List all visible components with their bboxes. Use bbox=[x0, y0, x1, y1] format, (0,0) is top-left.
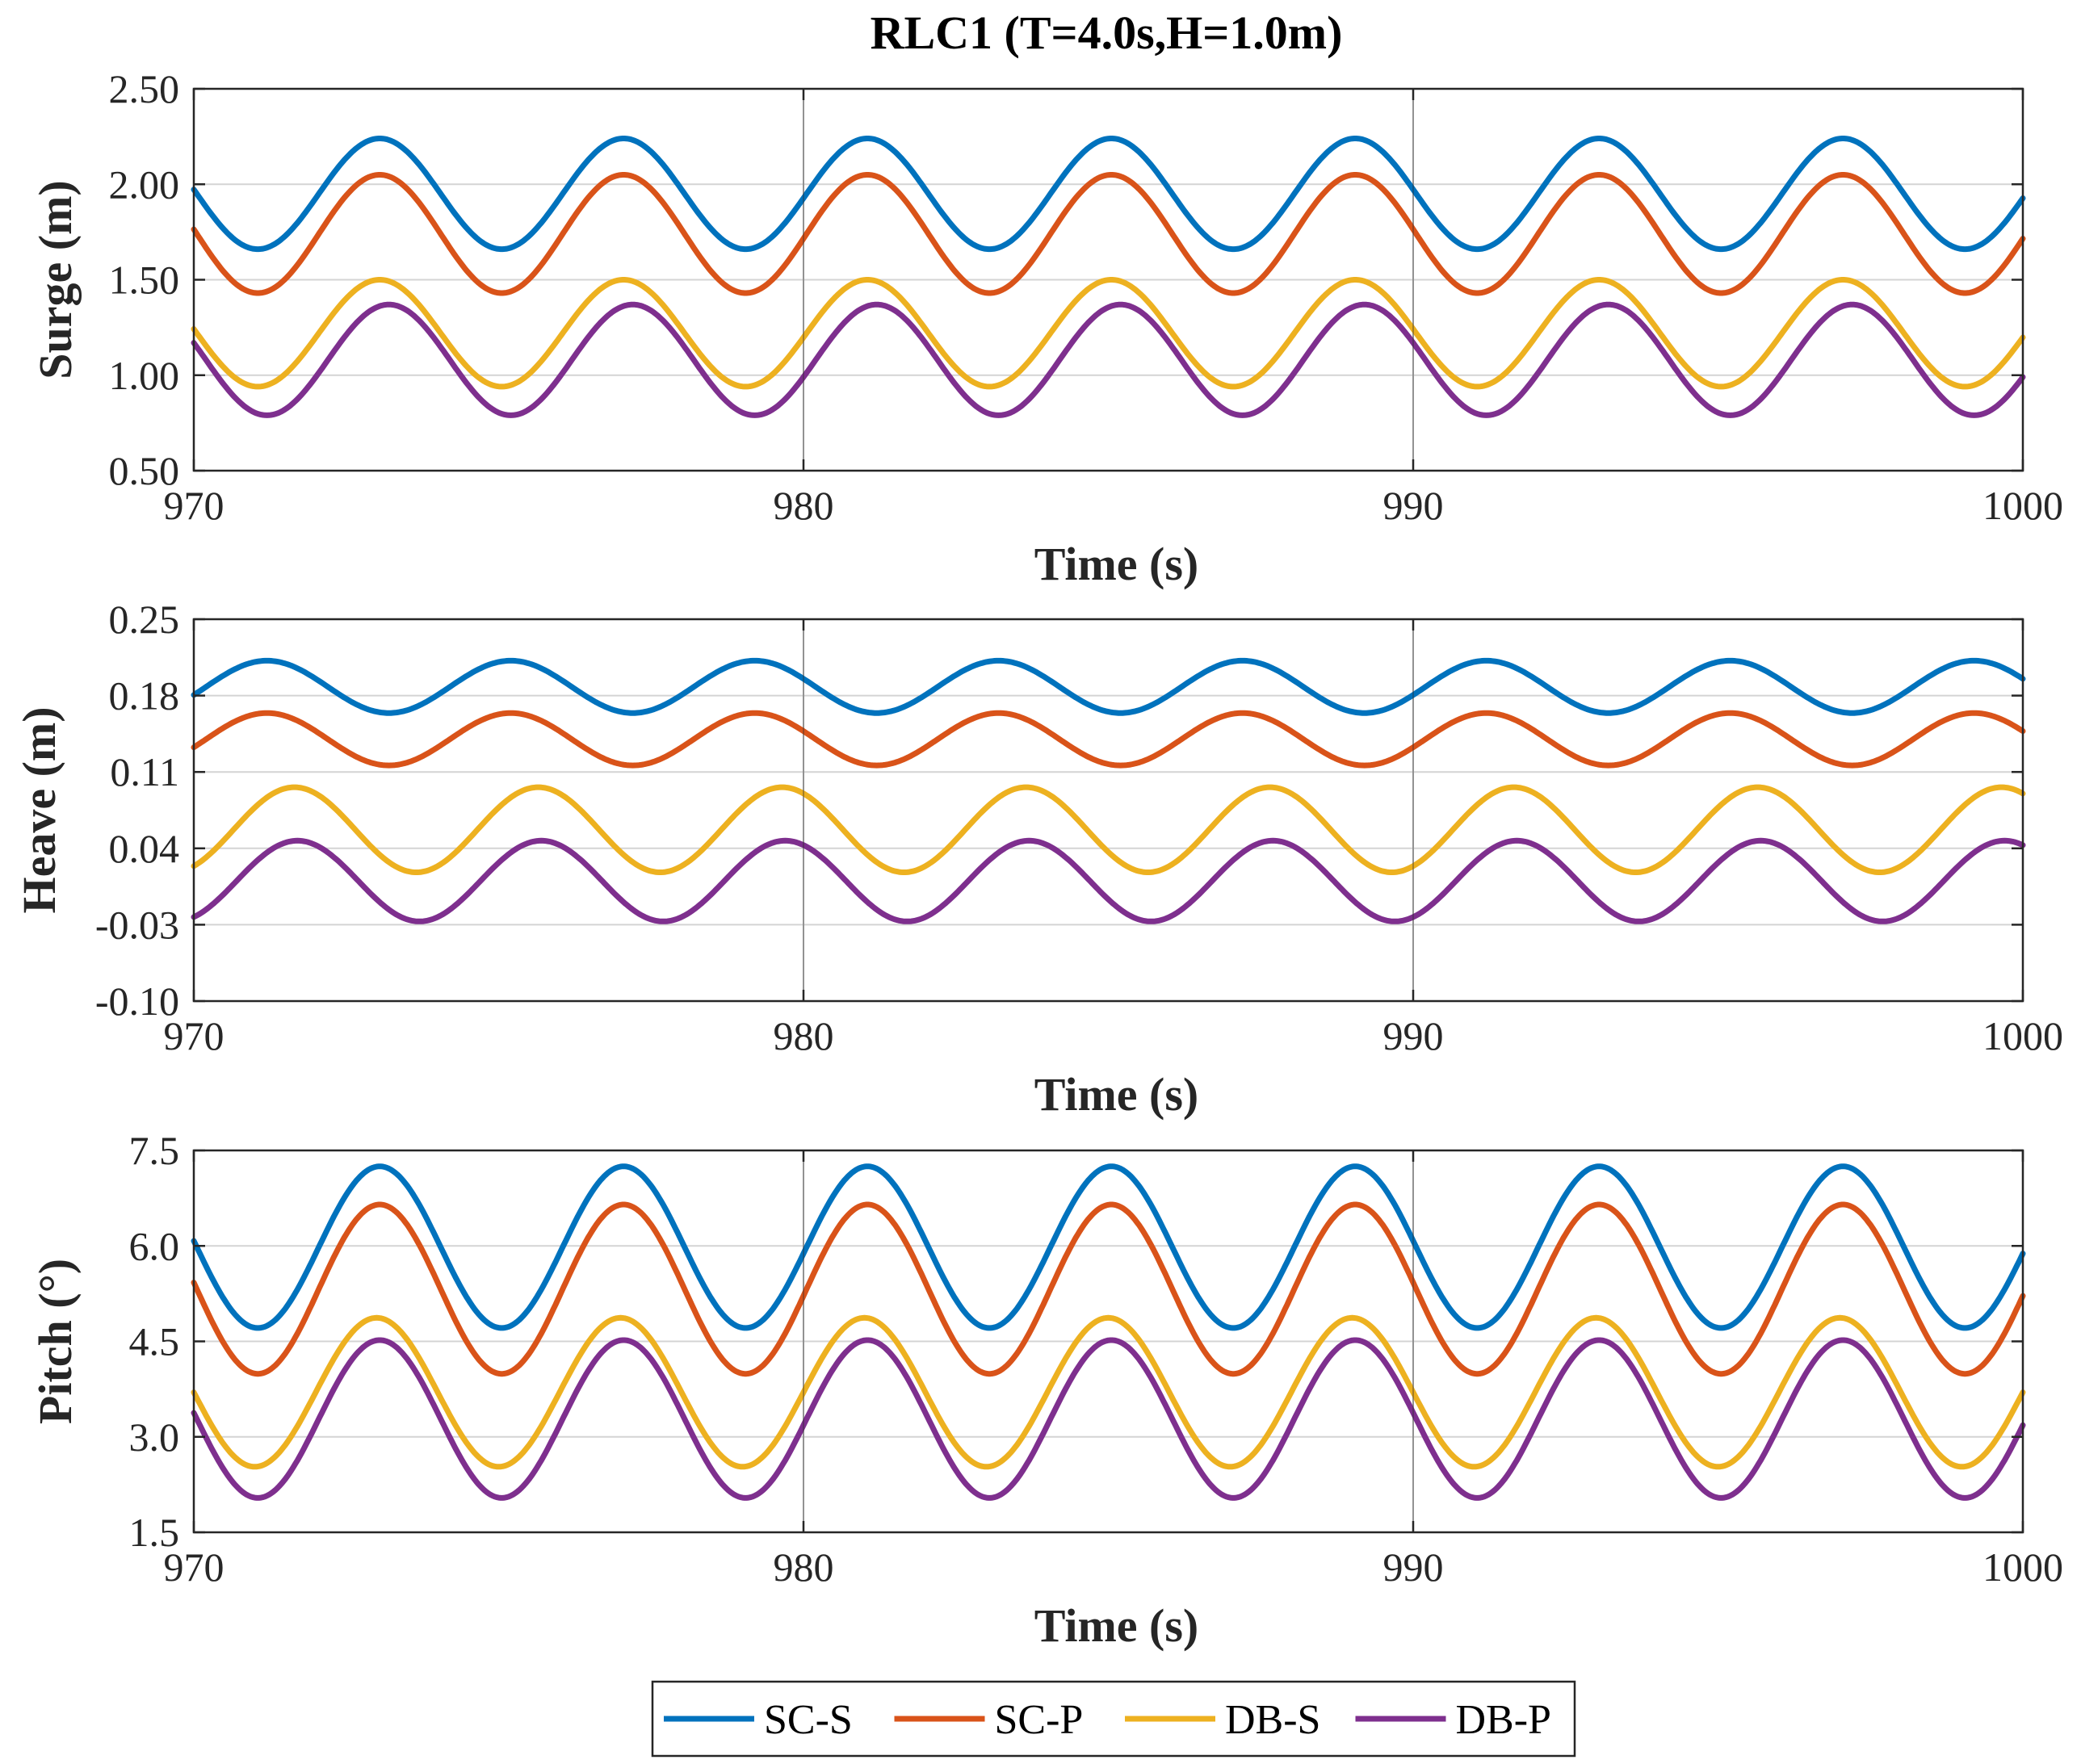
x-tick-label: 990 bbox=[1383, 1013, 1444, 1058]
series-line-sc-s bbox=[191, 1163, 2026, 1331]
y-tick-label: 6.0 bbox=[129, 1223, 180, 1268]
series-line-db-p bbox=[191, 1337, 2026, 1501]
surge-y-axis-label: Surge (m) bbox=[29, 180, 82, 379]
legend-entry-db-p: DB-P bbox=[1355, 1697, 1551, 1743]
x-tick-label: 970 bbox=[164, 483, 224, 528]
y-tick-label: 2.00 bbox=[109, 161, 180, 207]
series-line-db-s bbox=[191, 784, 2026, 875]
y-tick-label: 0.25 bbox=[109, 597, 180, 642]
y-tick-label: 1.5 bbox=[129, 1510, 180, 1555]
series-line-sc-s bbox=[191, 657, 2026, 716]
legend-entry-sc-s: SC-S bbox=[664, 1697, 853, 1743]
series-line-db-p bbox=[191, 301, 2026, 418]
series-line-db-s bbox=[191, 277, 2026, 390]
heave-x-axis-label: Time (s) bbox=[1034, 1068, 1199, 1121]
heave-series bbox=[191, 657, 2026, 924]
series-line-sc-p bbox=[191, 710, 2026, 769]
series-line-db-p bbox=[191, 837, 2026, 924]
surge-grid-overlay bbox=[803, 89, 1414, 471]
surge-series bbox=[191, 136, 2026, 418]
y-tick-label: 0.18 bbox=[109, 673, 180, 719]
series-line-sc-p bbox=[191, 172, 2026, 296]
y-tick-label: 0.04 bbox=[109, 826, 180, 871]
y-tick-label: 7.5 bbox=[129, 1128, 180, 1173]
y-tick-label: 1.00 bbox=[109, 353, 180, 398]
subplots: 0.50 1.00 1.50 2.00 2.50 970 980 990 1000 Time (s… bbox=[13, 66, 2063, 1652]
y-tick-label: 1.50 bbox=[109, 258, 180, 303]
pitch-grid-overlay bbox=[803, 1150, 1414, 1532]
pitch-x-axis-label: Time (s) bbox=[1034, 1599, 1199, 1652]
y-tick-label: 4.5 bbox=[129, 1319, 180, 1364]
legend: SC-S SC-P DB-S DB-P bbox=[651, 1680, 1576, 1758]
x-tick-label: 970 bbox=[164, 1013, 224, 1058]
pitch-ticks: 1.5 3.0 4.5 6.0 7.5 970 980 990 1000 bbox=[129, 1128, 2064, 1590]
series-line-sc-s bbox=[191, 136, 2026, 253]
x-tick-label: 970 bbox=[164, 1544, 224, 1590]
x-tick-label: 1000 bbox=[1982, 1544, 2063, 1590]
pitch-subplot: 1.5 3.0 4.5 6.0 7.5 970 980 990 1000 Time (s) Pitc… bbox=[29, 1128, 2063, 1652]
y-tick-label: 3.0 bbox=[129, 1414, 180, 1460]
y-tick-label: 2.50 bbox=[109, 66, 180, 111]
x-tick-label: 980 bbox=[774, 483, 834, 528]
x-tick-label: 1000 bbox=[1982, 1013, 2063, 1058]
y-tick-label: 0.11 bbox=[110, 749, 179, 794]
legend-entry-sc-p: SC-P bbox=[894, 1697, 1084, 1743]
heave-ticks: -0.10 -0.03 0.04 0.11 0.18 0.25 970 980 990 1000 bbox=[95, 597, 2063, 1058]
surge-x-axis-label: Time (s) bbox=[1034, 538, 1199, 590]
figure-title: RLC1 (T=4.0s,H=1.0m) bbox=[871, 6, 1343, 59]
legend-label: DB-P bbox=[1456, 1697, 1551, 1743]
y-tick-label: -0.03 bbox=[95, 902, 179, 947]
heave-axes-frame bbox=[192, 618, 2024, 1003]
pitch-y-axis-label: Pitch (°) bbox=[29, 1259, 82, 1424]
y-tick-label: 0.50 bbox=[109, 448, 180, 493]
heave-y-axis-label: Heave (m) bbox=[13, 706, 65, 913]
x-tick-label: 990 bbox=[1383, 1544, 1444, 1590]
heave-subplot: -0.10 -0.03 0.04 0.11 0.18 0.25 970 980 990 1000 T… bbox=[13, 597, 2063, 1121]
pitch-series bbox=[191, 1163, 2026, 1501]
surge-subplot: 0.50 1.00 1.50 2.00 2.50 970 980 990 1000 Time (s… bbox=[29, 66, 2063, 590]
legend-label: DB-S bbox=[1225, 1697, 1320, 1743]
x-tick-label: 980 bbox=[774, 1544, 834, 1590]
x-tick-label: 1000 bbox=[1982, 483, 2063, 528]
heave-grid-overlay bbox=[803, 619, 1414, 1001]
legend-entry-db-s: DB-S bbox=[1125, 1697, 1320, 1743]
x-tick-label: 980 bbox=[774, 1013, 834, 1058]
legend-label: SC-P bbox=[995, 1697, 1084, 1743]
series-line-sc-p bbox=[191, 1201, 2026, 1377]
x-tick-label: 990 bbox=[1383, 483, 1444, 528]
legend-label: SC-S bbox=[764, 1697, 853, 1743]
y-tick-label: -0.10 bbox=[95, 978, 179, 1024]
series-line-db-s bbox=[191, 1314, 2026, 1470]
surge-ticks: 0.50 1.00 1.50 2.00 2.50 970 980 990 1000 bbox=[109, 66, 2064, 528]
heave-grid bbox=[194, 619, 2023, 1001]
